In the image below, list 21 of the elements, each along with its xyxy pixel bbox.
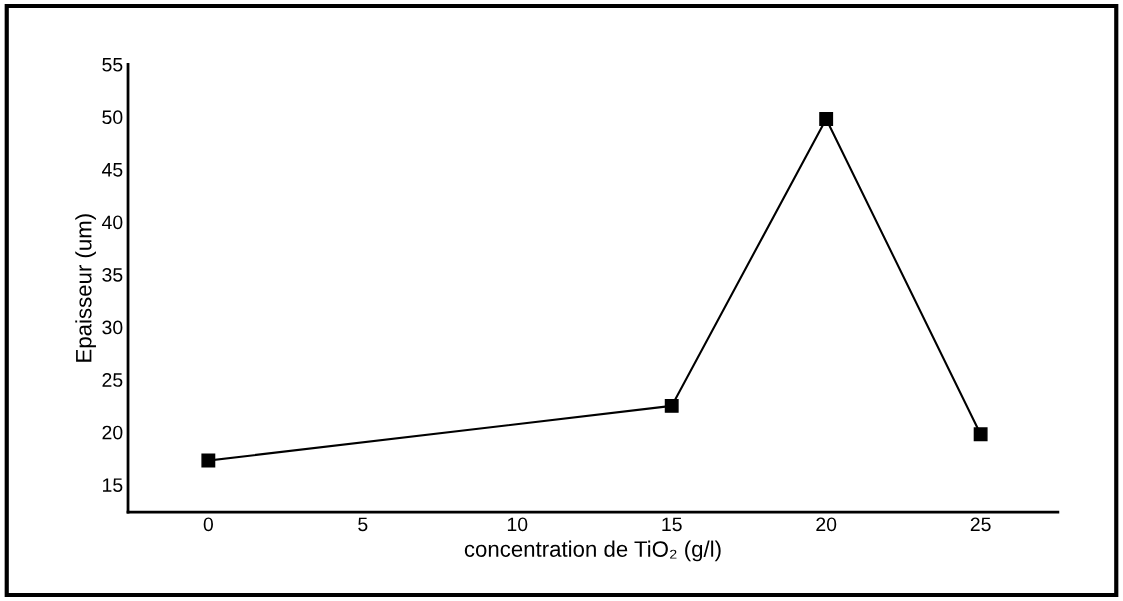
point [201, 453, 216, 468]
y-tick-label: 15 [103, 478, 123, 492]
y-axis-title: Epaisseur (um) [75, 214, 96, 362]
y-tick-label: 45 [101, 163, 123, 177]
x-tick-label: 5 [358, 517, 368, 532]
x-tick-label: 25 [970, 517, 991, 532]
y-tick-label: 40 [101, 215, 123, 230]
x-tick-label: 0 [203, 517, 213, 532]
point [819, 112, 834, 126]
y-tick-label: 50 [102, 110, 123, 125]
x-tick-label: 10 [507, 517, 528, 532]
y-tick-label: 30 [102, 320, 123, 335]
y-tick-label: 25 [102, 373, 123, 387]
x-tick-label: 20 [816, 517, 837, 532]
x-axis-title: concentration de TiO₂ (g/l) [464, 540, 721, 562]
y-tick-label: 55 [102, 57, 123, 72]
y-tick-label: 35 [102, 267, 123, 282]
y-tick-label: 20 [102, 425, 123, 440]
point [973, 427, 988, 442]
x-tick-label: 15 [662, 517, 682, 532]
point [664, 398, 679, 413]
